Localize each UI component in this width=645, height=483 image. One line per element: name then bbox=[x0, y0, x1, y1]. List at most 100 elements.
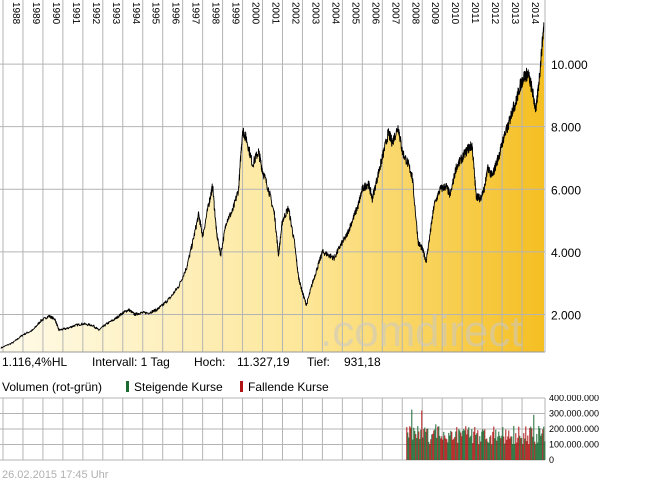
volume-bar bbox=[512, 444, 514, 460]
volume-bar bbox=[423, 429, 425, 460]
y-tick-label: 8.000 bbox=[551, 121, 581, 135]
volume-bar bbox=[465, 426, 467, 460]
falling-swatch-icon bbox=[240, 381, 243, 392]
volume-bar bbox=[413, 427, 415, 460]
volume-bar bbox=[503, 436, 505, 460]
volume-legend-title: Volumen (rot-grün) bbox=[2, 380, 103, 394]
volume-bar bbox=[471, 429, 473, 460]
x-tick-label-1990: 1990 bbox=[50, 2, 61, 25]
volume-bar bbox=[442, 439, 444, 460]
volume-bar bbox=[456, 427, 458, 460]
volume-bar bbox=[541, 433, 543, 460]
volume-bar bbox=[495, 429, 497, 460]
watermark-part2: direct bbox=[415, 307, 523, 355]
x-tick-label-1993: 1993 bbox=[110, 2, 121, 25]
volume-bar bbox=[445, 438, 447, 460]
volume-bar bbox=[449, 435, 451, 460]
volume-bar bbox=[528, 444, 530, 460]
volume-bar bbox=[514, 443, 516, 460]
y-tick-label: 6.000 bbox=[551, 183, 581, 197]
volume-bar bbox=[451, 431, 453, 460]
volume-bar bbox=[510, 436, 512, 460]
volume-bar bbox=[460, 432, 462, 460]
volume-bar bbox=[530, 426, 532, 460]
volume-bar bbox=[466, 434, 468, 460]
y-tick-label: 10.000 bbox=[551, 58, 588, 72]
x-tick-label-1988: 1988 bbox=[10, 2, 21, 25]
volume-bar bbox=[480, 441, 482, 460]
watermark-part1: .com bbox=[320, 307, 415, 355]
volume-bar bbox=[508, 430, 510, 460]
x-tick-label-2007: 2007 bbox=[389, 2, 400, 25]
volume-bar bbox=[482, 429, 484, 460]
volume-bar bbox=[483, 430, 485, 460]
volume-chart: 0 100.000.000 200.000.000 300.000.000 400.00… bbox=[0, 395, 599, 466]
volume-y-tick-label: 0 bbox=[549, 455, 554, 465]
low-label: Tief: bbox=[307, 355, 330, 369]
volume-bar bbox=[523, 433, 525, 460]
volume-bar bbox=[535, 444, 537, 460]
x-tick-label-2010: 2010 bbox=[449, 2, 460, 25]
volume-bar bbox=[481, 431, 483, 460]
x-tick-label-1989: 1989 bbox=[30, 2, 41, 25]
x-tick-label-2000: 2000 bbox=[250, 2, 261, 25]
x-tick-label-1991: 1991 bbox=[70, 2, 81, 25]
volume-bar bbox=[468, 427, 470, 460]
volume-bar bbox=[496, 440, 498, 460]
volume-bar bbox=[433, 430, 435, 460]
x-tick-label-2004: 2004 bbox=[329, 2, 340, 25]
volume-bar bbox=[506, 439, 508, 460]
volume-bar bbox=[491, 444, 493, 460]
volume-bar bbox=[533, 414, 535, 460]
volume-bar bbox=[518, 426, 520, 460]
volume-bar bbox=[458, 429, 460, 460]
y-tick-label: 2.000 bbox=[551, 308, 581, 322]
volume-bar bbox=[422, 437, 424, 460]
volume-bar bbox=[441, 436, 443, 460]
volume-bar bbox=[455, 431, 457, 460]
volume-bar bbox=[509, 438, 511, 460]
volume-bar bbox=[487, 441, 489, 460]
volume-y-tick-label: 200.000.000 bbox=[549, 424, 599, 434]
volume-bar bbox=[439, 435, 441, 460]
volume-bar bbox=[532, 436, 534, 460]
volume-bar bbox=[484, 429, 486, 460]
volume-bar bbox=[507, 436, 509, 460]
volume-bar bbox=[473, 431, 475, 460]
volume-bar bbox=[410, 427, 412, 460]
x-tick-label-2006: 2006 bbox=[369, 2, 380, 25]
volume-bar bbox=[543, 426, 545, 460]
volume-bar bbox=[447, 442, 449, 460]
volume-bar bbox=[531, 428, 533, 460]
low-value: 931,18 bbox=[344, 355, 381, 369]
volume-bar bbox=[521, 438, 523, 460]
volume-bar bbox=[428, 441, 430, 460]
volume-y-tick-label: 300.000.000 bbox=[549, 409, 599, 419]
x-tick-label-1997: 1997 bbox=[190, 2, 201, 25]
volume-bar bbox=[529, 427, 531, 460]
x-tick-label-2008: 2008 bbox=[409, 2, 420, 25]
volume-bar bbox=[540, 435, 542, 460]
volume-bar bbox=[429, 444, 431, 460]
volume-bar bbox=[436, 437, 438, 460]
volume-bar bbox=[415, 434, 417, 460]
volume-bar bbox=[476, 433, 478, 460]
volume-bar bbox=[524, 438, 526, 460]
volume-bar bbox=[444, 435, 446, 460]
volume-bar bbox=[417, 426, 419, 460]
volume-bar bbox=[486, 438, 488, 460]
x-tick-label-1998: 1998 bbox=[210, 2, 221, 25]
x-tick-label-2002: 2002 bbox=[290, 2, 301, 25]
x-tick-label-2013: 2013 bbox=[509, 2, 520, 25]
volume-bar bbox=[461, 436, 463, 460]
volume-bar bbox=[446, 439, 448, 460]
volume-bar bbox=[438, 426, 440, 460]
interval-label: Intervall: 1 Tag bbox=[92, 355, 170, 369]
volume-bar bbox=[467, 429, 469, 460]
x-tick-label-1999: 1999 bbox=[230, 2, 241, 25]
x-tick-label-2009: 2009 bbox=[429, 2, 440, 25]
legend-falling: Fallende Kurse bbox=[240, 380, 329, 394]
legend-falling-label: Fallende Kurse bbox=[248, 380, 329, 394]
volume-bar bbox=[536, 433, 538, 460]
volume-bar bbox=[431, 434, 433, 460]
